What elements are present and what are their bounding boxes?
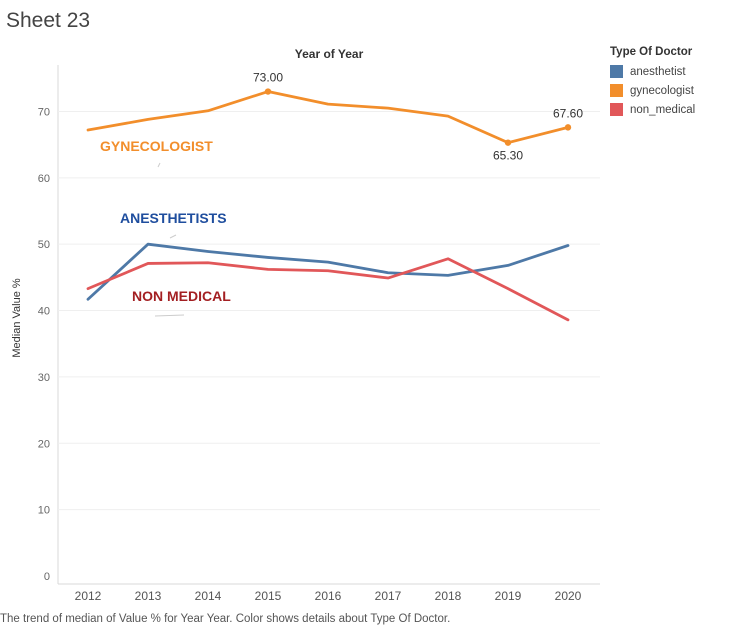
data-point-marker	[564, 124, 572, 131]
y-tick-label: 10	[38, 505, 50, 517]
y-axis-label: Median Value %	[11, 278, 23, 358]
data-label: 73.00	[253, 71, 283, 85]
annotation-leader	[169, 234, 177, 239]
x-tick-label: 2019	[495, 589, 522, 603]
annotation-gynecologist: GYNECOLOGIST	[100, 138, 213, 154]
legend-item-non-medical[interactable]: non_medical	[610, 100, 695, 119]
sheet-title: Sheet 23	[6, 9, 91, 32]
legend: Type Of Doctor anesthetist gynecologist …	[610, 46, 695, 119]
legend-label: non_medical	[630, 103, 696, 116]
y-tick-label: 30	[38, 372, 50, 384]
legend-label: anesthetist	[630, 65, 686, 78]
legend-swatch	[610, 103, 623, 116]
y-tick-label: 20	[38, 438, 50, 450]
x-tick-label: 2018	[435, 589, 462, 603]
legend-item-gynecologist[interactable]: gynecologist	[610, 81, 695, 100]
y-tick-label: 0	[44, 571, 50, 583]
annotation-non-medical: NON MEDICAL	[132, 288, 231, 304]
series-line-gynecologist	[86, 90, 570, 145]
y-tick-label: 40	[38, 306, 50, 318]
data-label: 65.30	[493, 149, 523, 163]
caption: The trend of median of Value % for Year …	[0, 613, 451, 625]
x-tick-label: 2020	[555, 589, 582, 603]
legend-item-anesthetist[interactable]: anesthetist	[610, 62, 695, 81]
y-tick-label: 60	[38, 173, 50, 185]
legend-swatch	[610, 65, 623, 78]
series-line-non-medical	[86, 257, 570, 322]
annotation-anesthetists: ANESTHETISTS	[120, 210, 227, 226]
series-line-anesthetist	[86, 242, 570, 301]
x-tick-label: 2013	[135, 589, 162, 603]
x-tick-label: 2012	[75, 589, 102, 603]
chart-title: Year of Year	[295, 47, 364, 61]
x-tick-label: 2016	[315, 589, 342, 603]
annotation-leader	[154, 314, 185, 317]
data-point-marker	[264, 88, 272, 95]
data-point-marker	[504, 139, 512, 146]
x-tick-label: 2017	[375, 589, 402, 603]
data-label: 67.60	[553, 106, 583, 120]
y-tick-label: 70	[38, 106, 50, 118]
legend-title: Type Of Doctor	[610, 46, 693, 58]
legend-label: gynecologist	[630, 84, 694, 97]
y-tick-label: 50	[38, 239, 50, 251]
x-tick-label: 2015	[255, 589, 282, 603]
x-tick-label: 2014	[195, 589, 222, 603]
annotation-leader	[157, 162, 161, 168]
legend-swatch	[610, 84, 623, 97]
